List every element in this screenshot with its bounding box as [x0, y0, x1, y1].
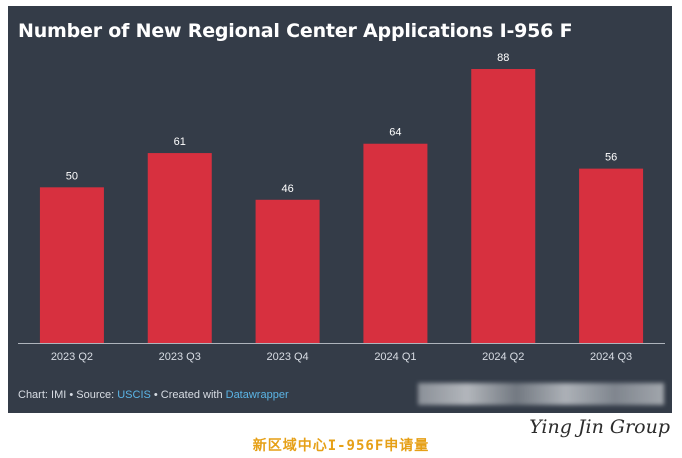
- blurred-watermark: [418, 383, 664, 405]
- bar-2023-q2: [39, 187, 104, 343]
- bar-2024-q3: [579, 168, 644, 343]
- bar-2023-q3: [147, 153, 212, 343]
- data-label: 88: [497, 52, 509, 64]
- source-middle: • Created with: [150, 389, 226, 401]
- data-label: 61: [174, 136, 186, 148]
- data-label: 50: [66, 170, 78, 182]
- data-label: 64: [389, 127, 401, 139]
- bar-2023-q4: [255, 199, 320, 343]
- data-label: 56: [605, 152, 617, 164]
- bar-2024-q2: [471, 69, 536, 343]
- chart-panel: Number of New Regional Center Applicatio…: [8, 6, 672, 413]
- x-tick-label: 2024 Q1: [374, 351, 416, 363]
- source-link[interactable]: USCIS: [117, 389, 151, 401]
- source-prefix: Chart: IMI • Source:: [18, 389, 118, 401]
- x-tick-label: 2023 Q3: [159, 351, 201, 363]
- x-tick-label: 2024 Q3: [590, 351, 632, 363]
- caption: 新区域中心I-956F申请量: [252, 438, 430, 454]
- chart-title: Number of New Regional Center Applicatio…: [18, 20, 573, 42]
- x-tick-label: 2023 Q2: [51, 351, 93, 363]
- source-line: Chart: IMI • Source: USCIS • Created wit…: [18, 389, 289, 401]
- data-label: 46: [281, 183, 293, 195]
- bar-chart: 50 2023 Q2 61 2023 Q3 46 2023 Q4 64 2024 Q1 88 20…: [18, 52, 665, 363]
- x-tick-label: 2024 Q2: [482, 351, 524, 363]
- x-tick-label: 2023 Q4: [266, 351, 308, 363]
- signature: Ying Jin Group: [529, 416, 670, 438]
- datawrapper-link[interactable]: Datawrapper: [225, 389, 289, 401]
- bar-2024-q1: [363, 143, 428, 343]
